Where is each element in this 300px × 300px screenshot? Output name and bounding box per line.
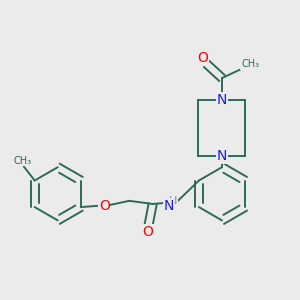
- Text: H: H: [169, 196, 177, 206]
- Text: O: O: [99, 199, 110, 212]
- Text: O: O: [198, 51, 208, 65]
- Text: N: N: [217, 93, 227, 107]
- Text: N: N: [164, 199, 175, 212]
- Text: N: N: [217, 149, 227, 163]
- Text: CH₃: CH₃: [241, 59, 259, 69]
- Text: O: O: [142, 225, 153, 239]
- Text: CH₃: CH₃: [13, 156, 31, 166]
